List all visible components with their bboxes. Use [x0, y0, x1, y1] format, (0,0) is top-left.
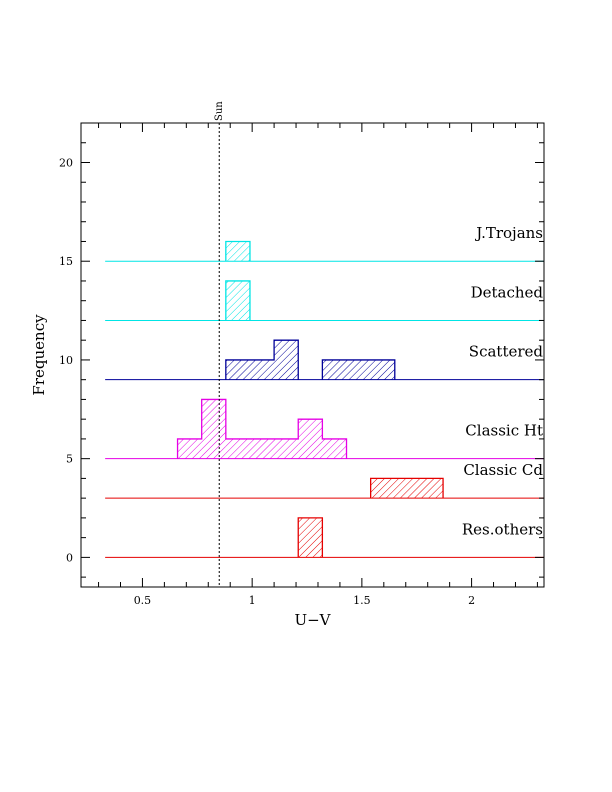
- histogram-bin: [225, 241, 250, 262]
- histogram-bin: [298, 517, 323, 558]
- histogram-outline: [176, 398, 348, 459]
- y-tick-label: 10: [59, 354, 73, 367]
- histogram-bin: [225, 438, 299, 459]
- y-tick-label: 5: [66, 453, 73, 466]
- series-scattered: Scattered: [105, 339, 544, 381]
- series-label: J.Trojans: [474, 224, 543, 242]
- x-tick-label: 2: [468, 594, 475, 607]
- series-detached: Detached: [105, 280, 544, 321]
- plot-frame: [80, 122, 545, 588]
- series-label: Scattered: [469, 343, 544, 361]
- histogram-bin: [201, 399, 226, 459]
- series-res-others: Res.others: [105, 517, 544, 558]
- histogram-bin: [225, 280, 250, 321]
- x-tick-label: 1.5: [353, 594, 371, 607]
- series-label: Classic Cd: [463, 461, 543, 479]
- y-tick-label: 0: [66, 551, 73, 564]
- histogram-bin: [322, 359, 395, 380]
- histogram-outline: [225, 280, 251, 321]
- series-j-trojans: J.Trojans: [105, 224, 544, 262]
- y-tick-label: 20: [59, 156, 73, 169]
- histogram-bin: [177, 438, 202, 459]
- histogram-outline: [369, 477, 444, 499]
- series-label: Res.others: [462, 520, 543, 538]
- histogram-bin: [274, 340, 299, 380]
- series-classic-cd: Classic Cd: [105, 461, 544, 499]
- histogram-outline: [297, 517, 324, 558]
- histogram-outline: [225, 240, 251, 262]
- x-tick-label: 1: [249, 594, 256, 607]
- histogram-bin: [322, 438, 347, 459]
- histogram-bin: [225, 359, 275, 380]
- y-axis-label: Frequency: [30, 314, 48, 396]
- sun-label: Sun: [214, 101, 225, 121]
- series-label: Detached: [471, 283, 544, 301]
- series-classic-ht: Classic Ht: [105, 398, 544, 460]
- x-axis-label: U−V: [294, 611, 331, 629]
- series-layer: J.Trojans Detached Scattered Classic Ht Clas…: [105, 224, 544, 558]
- series-label: Classic Ht: [465, 422, 543, 440]
- histogram-bin: [298, 419, 323, 459]
- y-tick-label: 15: [59, 255, 73, 268]
- reference-line-group: Sun: [214, 101, 225, 587]
- histogram-bin: [370, 478, 444, 499]
- histogram-outline: [225, 339, 396, 380]
- x-tick-label: 0.5: [134, 594, 152, 607]
